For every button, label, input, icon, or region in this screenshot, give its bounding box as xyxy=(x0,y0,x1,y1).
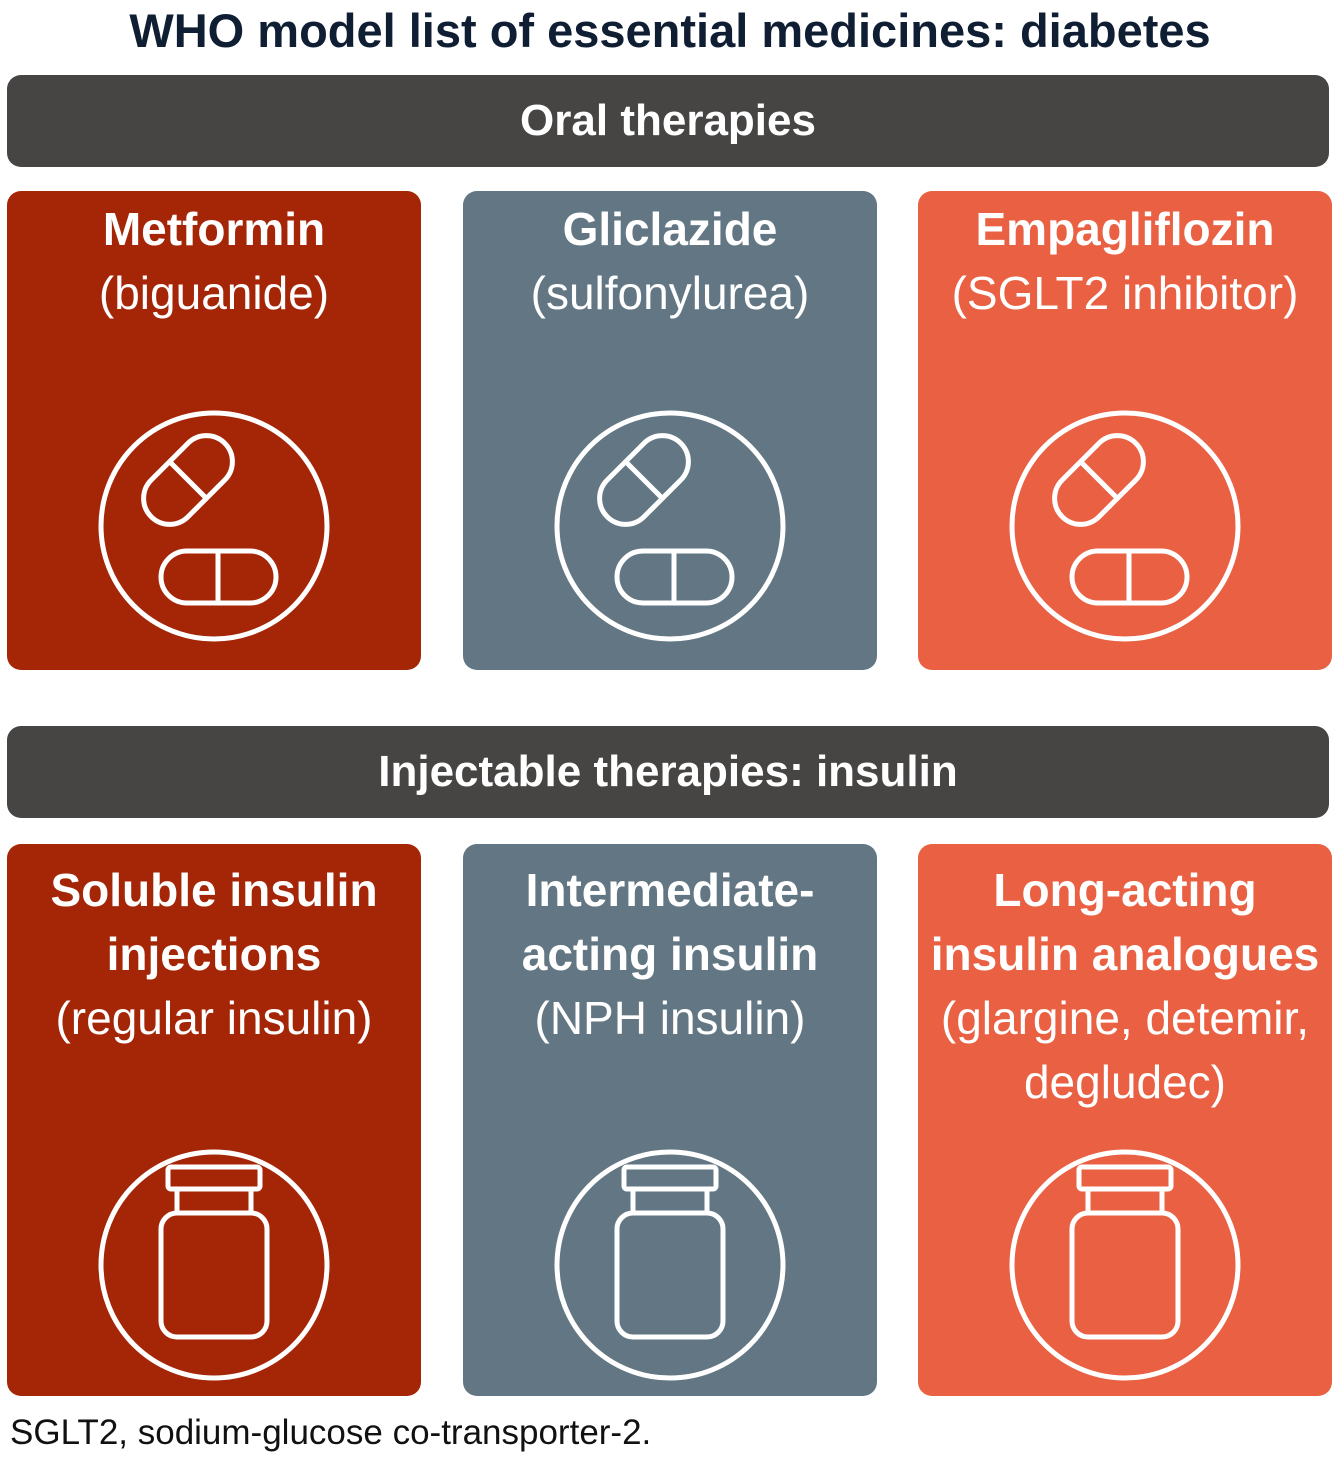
drug-class-line: (glargine, detemir, xyxy=(940,992,1310,1044)
section-header-injectable-therapies: Injectable therapies: insulin xyxy=(7,726,1329,818)
drug-name: Empagliflozin xyxy=(975,203,1275,255)
section-header-oral-therapies: Oral therapies xyxy=(7,75,1329,167)
card-soluble-insulin: Soluble insulin injections (regular insu… xyxy=(7,844,421,1396)
drug-name: Metformin xyxy=(102,203,326,255)
drug-name-line: insulin analogues xyxy=(930,928,1320,980)
pills-icon xyxy=(554,410,786,642)
page-title: WHO model list of essential medicines: d… xyxy=(129,4,1211,57)
card-text: Long-acting insulin analogues (glargine,… xyxy=(918,858,1332,1114)
card-text: Gliclazide (sulfonylurea) xyxy=(463,197,877,325)
card-empagliflozin: Empagliflozin (SGLT2 inhibitor) xyxy=(918,191,1332,670)
vial-icon xyxy=(98,1149,330,1381)
drug-class: (sulfonylurea) xyxy=(530,267,810,319)
drug-class: (NPH insulin) xyxy=(534,992,806,1044)
drug-class: (SGLT2 inhibitor) xyxy=(951,267,1299,319)
footnote: SGLT2, sodium-glucose co-transporter-2. xyxy=(10,1413,652,1452)
pills-icon xyxy=(1009,410,1241,642)
pills-icon xyxy=(98,410,330,642)
drug-name-line: Long-acting xyxy=(993,864,1257,916)
drug-class: (biguanide) xyxy=(98,267,330,319)
card-text: Intermediate- acting insulin (NPH insuli… xyxy=(463,858,877,1050)
drug-name-line: Intermediate- xyxy=(525,864,815,916)
card-text: Soluble insulin injections (regular insu… xyxy=(7,858,421,1050)
card-long-acting-insulin-analogues: Long-acting insulin analogues (glargine,… xyxy=(918,844,1332,1396)
drug-name-line: injections xyxy=(106,928,322,980)
card-intermediate-acting-insulin: Intermediate- acting insulin (NPH insuli… xyxy=(463,844,877,1396)
drug-name-line: acting insulin xyxy=(521,928,819,980)
drug-class-line: degludec) xyxy=(1023,1056,1227,1108)
vial-icon xyxy=(554,1149,786,1381)
card-text: Empagliflozin (SGLT2 inhibitor) xyxy=(918,197,1332,325)
drug-class: (regular insulin) xyxy=(55,992,373,1044)
drug-name: Gliclazide xyxy=(562,203,778,255)
card-text: Metformin (biguanide) xyxy=(7,197,421,325)
card-metformin: Metformin (biguanide) xyxy=(7,191,421,670)
vial-icon xyxy=(1009,1149,1241,1381)
card-gliclazide: Gliclazide (sulfonylurea) xyxy=(463,191,877,670)
drug-name-line: Soluble insulin xyxy=(50,864,378,916)
